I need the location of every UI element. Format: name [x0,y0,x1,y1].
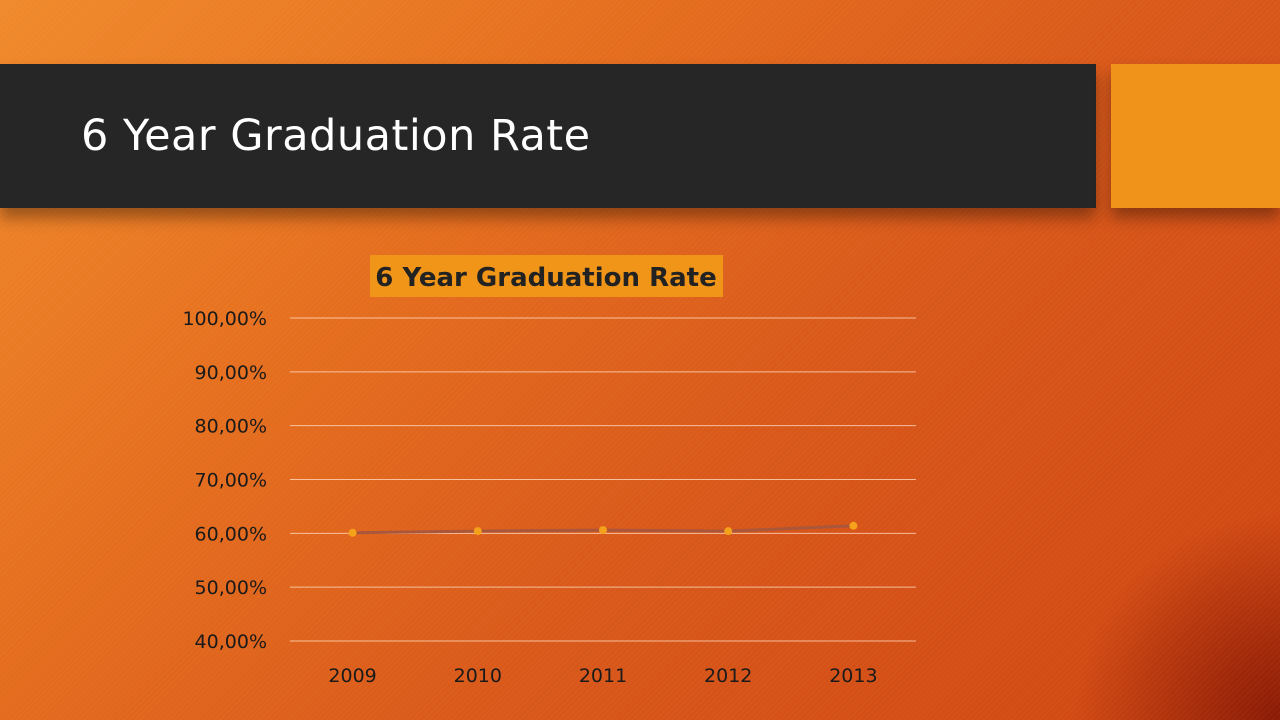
x-tick-label: 2009 [328,665,376,687]
chart-title-background [370,255,723,297]
y-tick-label: 100,00% [182,308,267,330]
y-tick-label: 70,00% [195,470,267,492]
y-tick-label: 80,00% [195,416,267,438]
y-tick-label: 90,00% [195,362,267,384]
y-tick-label: 50,00% [195,577,267,599]
x-tick-label: 2012 [704,665,752,687]
accent-square [1111,64,1280,208]
y-axis-tick-labels: 40,00% 50,00% 60,00% 70,00% 80,00% 90,00% 100,… [182,308,267,653]
x-tick-label: 2011 [579,665,627,687]
title-bar [0,64,1096,208]
slide-title: 6 Year Graduation Rate [81,111,591,161]
data-point [599,526,607,535]
data-point [348,528,357,537]
y-tick-label: 40,00% [195,631,267,653]
data-point [473,527,482,536]
x-tick-label: 2013 [829,665,877,687]
data-point [724,527,733,536]
chart-title: 6 Year Graduation Rate [375,263,716,293]
series [348,521,858,537]
y-tick-label: 60,00% [195,523,267,545]
gridlines [290,317,916,642]
x-tick-label: 2010 [454,665,502,687]
x-axis-tick-labels: 2009 2010 2011 2012 2013 [328,665,877,687]
data-point [849,521,858,530]
